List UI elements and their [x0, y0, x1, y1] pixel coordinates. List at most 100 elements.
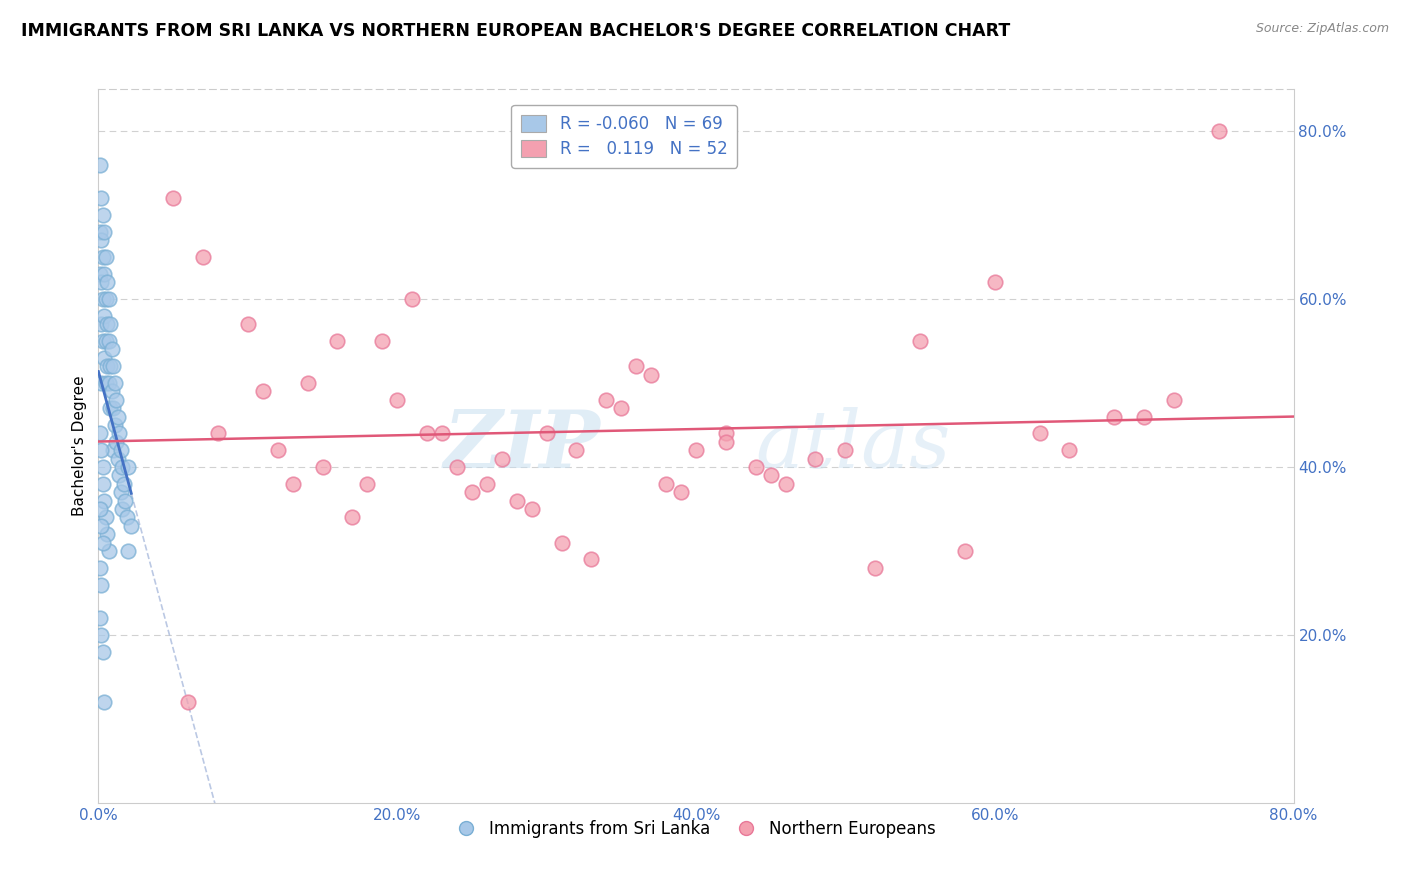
Point: [1059, 443, 1081, 458]
Point: [90, 376, 112, 390]
Point: [90, 318, 112, 332]
Point: [94, 250, 117, 264]
Point: [520, 502, 543, 516]
Point: [626, 359, 648, 374]
Legend: Immigrants from Sri Lanka, Northern Europeans: Immigrants from Sri Lanka, Northern Euro…: [450, 814, 942, 845]
Point: [984, 275, 1007, 289]
Point: [581, 552, 603, 566]
Point: [371, 334, 394, 348]
Point: [416, 426, 439, 441]
Point: [311, 460, 333, 475]
Point: [90, 275, 112, 289]
Point: [111, 460, 134, 475]
Point: [105, 434, 128, 449]
Point: [610, 401, 633, 416]
Y-axis label: Bachelor's Degree: Bachelor's Degree: [72, 376, 87, 516]
Point: [91, 476, 114, 491]
Point: [110, 443, 132, 458]
Point: [536, 426, 558, 441]
Point: [745, 460, 768, 475]
Point: [759, 468, 782, 483]
Point: [93, 309, 115, 323]
Point: [281, 476, 304, 491]
Point: [714, 434, 737, 449]
Point: [96, 318, 118, 332]
Point: [93, 695, 115, 709]
Point: [89, 502, 111, 516]
Point: [91, 292, 114, 306]
Point: [908, 334, 931, 348]
Point: [162, 191, 184, 205]
Point: [91, 250, 114, 264]
Point: [96, 359, 118, 374]
Point: [356, 476, 378, 491]
Point: [110, 485, 132, 500]
Point: [120, 518, 142, 533]
Point: [107, 451, 129, 466]
Point: [1208, 124, 1230, 138]
Point: [108, 426, 131, 441]
Point: [326, 334, 349, 348]
Point: [401, 292, 423, 306]
Point: [98, 318, 122, 332]
Point: [953, 544, 976, 558]
Point: [834, 443, 856, 458]
Point: [104, 376, 127, 390]
Point: [94, 334, 117, 348]
Point: [93, 351, 115, 365]
Point: [89, 267, 111, 281]
Point: [103, 443, 125, 458]
Point: [112, 476, 135, 491]
Point: [103, 359, 125, 374]
Point: [89, 560, 111, 574]
Point: [252, 384, 274, 399]
Point: [714, 426, 737, 441]
Point: [804, 451, 827, 466]
Point: [267, 443, 290, 458]
Point: [91, 208, 114, 222]
Point: [89, 426, 111, 441]
Point: [94, 376, 117, 390]
Point: [90, 443, 112, 458]
Point: [101, 343, 124, 357]
Point: [446, 460, 468, 475]
Point: [430, 426, 453, 441]
Point: [1163, 392, 1185, 407]
Point: [107, 409, 129, 424]
Text: Source: ZipAtlas.com: Source: ZipAtlas.com: [1256, 22, 1389, 36]
Point: [89, 225, 111, 239]
Point: [297, 376, 319, 390]
Point: [91, 535, 114, 549]
Point: [1028, 426, 1050, 441]
Point: [97, 334, 120, 348]
Point: [90, 577, 112, 591]
Point: [475, 476, 498, 491]
Point: [655, 476, 678, 491]
Point: [385, 392, 409, 407]
Point: [114, 493, 136, 508]
Point: [103, 401, 125, 416]
Point: [595, 392, 617, 407]
Text: ZIP: ZIP: [443, 408, 600, 484]
Point: [491, 451, 513, 466]
Point: [1133, 409, 1156, 424]
Point: [117, 460, 139, 475]
Text: IMMIGRANTS FROM SRI LANKA VS NORTHERN EUROPEAN BACHELOR'S DEGREE CORRELATION CHA: IMMIGRANTS FROM SRI LANKA VS NORTHERN EU…: [21, 22, 1011, 40]
Point: [191, 250, 214, 264]
Point: [207, 426, 229, 441]
Point: [93, 493, 115, 508]
Point: [117, 544, 139, 558]
Point: [97, 376, 120, 390]
Point: [177, 695, 200, 709]
Point: [506, 493, 529, 508]
Point: [775, 476, 797, 491]
Point: [565, 443, 588, 458]
Point: [89, 611, 111, 625]
Point: [640, 368, 662, 382]
Point: [1104, 409, 1126, 424]
Point: [94, 292, 117, 306]
Point: [105, 392, 128, 407]
Point: [97, 544, 120, 558]
Point: [96, 275, 118, 289]
Point: [93, 225, 115, 239]
